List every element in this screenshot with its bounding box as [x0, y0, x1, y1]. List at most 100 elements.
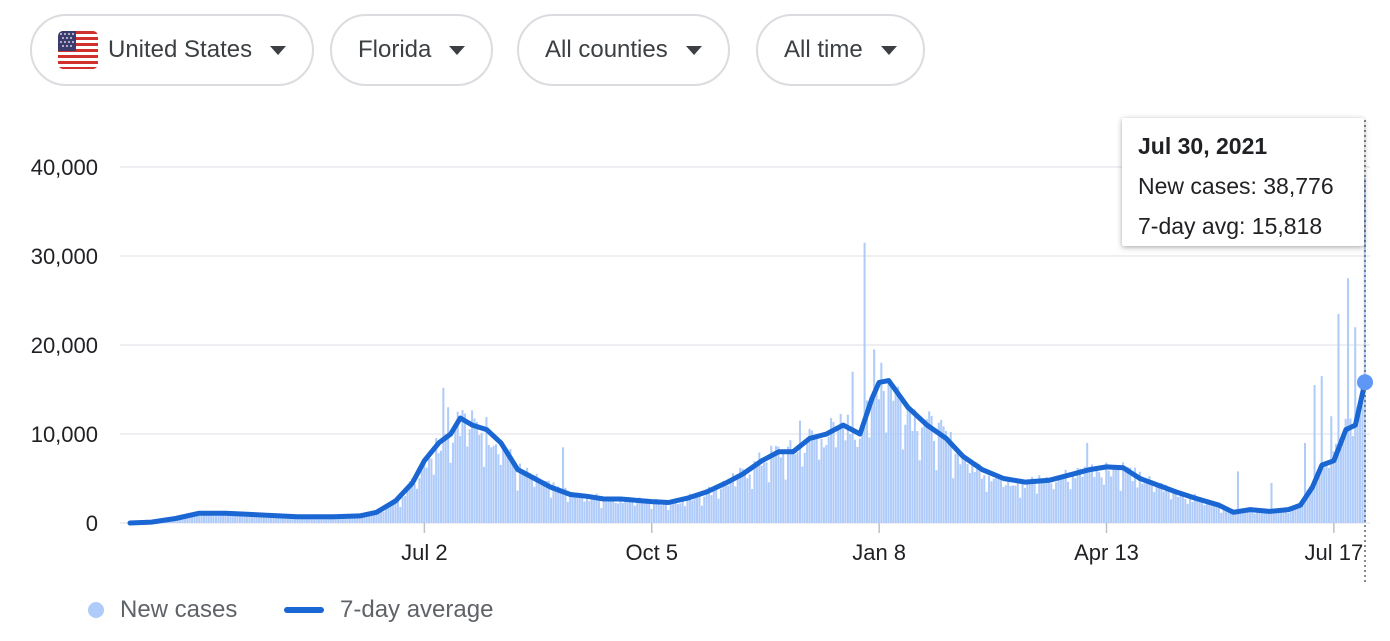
- new-cases-bar: [1289, 511, 1292, 523]
- new-cases-bar: [1014, 485, 1017, 523]
- new-cases-bar: [1325, 465, 1328, 523]
- new-cases-bar: [643, 501, 646, 523]
- new-cases-bar: [576, 492, 579, 523]
- state-label: Florida: [358, 36, 432, 63]
- new-cases-bar: [219, 514, 222, 523]
- new-cases-bar: [370, 512, 373, 523]
- new-cases-bar: [222, 512, 225, 523]
- new-cases-bar: [181, 518, 184, 523]
- new-cases-bar: [837, 429, 840, 523]
- new-cases-bar: [877, 399, 880, 523]
- new-cases-bar: [755, 462, 758, 523]
- new-cases-bar: [408, 481, 411, 523]
- new-cases-bar: [1023, 487, 1026, 523]
- new-cases-bar: [820, 438, 823, 523]
- new-cases-bar: [358, 515, 361, 523]
- new-cases-bar: [595, 493, 598, 523]
- new-cases-bar: [1050, 483, 1053, 523]
- legend-dot-icon: [88, 602, 104, 618]
- new-cases-bar: [255, 515, 258, 523]
- new-cases-bar: [511, 461, 514, 523]
- new-cases-bar: [1026, 483, 1029, 523]
- x-tick-label: Jan 8: [852, 540, 906, 565]
- new-cases-bar: [640, 500, 644, 523]
- new-cases-bar: [365, 517, 368, 523]
- new-cases-bar: [392, 504, 395, 523]
- new-cases-bar: [645, 498, 648, 523]
- new-cases-bar: [384, 505, 387, 523]
- new-cases-bar: [461, 410, 464, 523]
- county-dropdown[interactable]: All counties: [517, 14, 730, 86]
- new-cases-bar: [1136, 487, 1139, 523]
- new-cases-bar: [346, 516, 349, 523]
- time-range-dropdown[interactable]: All time: [756, 14, 925, 86]
- new-cases-bar: [775, 445, 778, 523]
- new-cases-bar: [495, 444, 498, 523]
- new-cases-bar: [380, 511, 383, 523]
- new-cases-bar: [818, 459, 821, 523]
- x-tick-label: Jul 17: [1305, 540, 1364, 565]
- new-cases-bar: [1323, 467, 1326, 523]
- new-cases-bar: [1105, 462, 1108, 523]
- new-cases-bar: [1162, 491, 1165, 523]
- new-cases-bar: [1213, 504, 1216, 523]
- new-cases-bar: [1177, 496, 1180, 523]
- new-cases-bar: [1236, 471, 1239, 523]
- new-cases-bar: [1110, 476, 1113, 523]
- new-cases-bar: [782, 449, 785, 523]
- new-cases-bar: [887, 379, 890, 523]
- new-cases-bar: [444, 433, 447, 523]
- new-cases-bar: [454, 426, 457, 523]
- country-dropdown[interactable]: United States: [30, 14, 315, 86]
- new-cases-bar: [528, 473, 531, 523]
- new-cases-bar: [801, 466, 804, 523]
- new-cases-bar: [882, 390, 885, 523]
- new-cases-bar: [1210, 502, 1213, 523]
- new-cases-bar: [1146, 482, 1149, 523]
- new-cases-bar: [614, 502, 617, 523]
- new-cases-bar: [827, 436, 830, 523]
- new-cases-bar: [1327, 467, 1330, 523]
- new-cases-bar: [1114, 468, 1117, 523]
- avg-line-layer: [127, 378, 1368, 526]
- state-dropdown[interactable]: Florida: [330, 14, 494, 86]
- legend-avg[interactable]: 7-day average: [284, 596, 493, 624]
- new-cases-bar: [760, 465, 763, 523]
- new-cases-bar: [284, 515, 287, 523]
- new-cases-bar: [1308, 486, 1311, 523]
- new-cases-bar: [564, 487, 567, 523]
- new-cases-bar: [648, 503, 651, 523]
- legend-line-icon: [284, 607, 324, 613]
- new-cases-bar: [906, 407, 909, 523]
- new-cases-bar: [1150, 480, 1153, 523]
- new-cases-bar: [892, 400, 895, 523]
- new-cases-bar: [1098, 472, 1101, 523]
- new-cases-bar: [1359, 401, 1362, 523]
- new-cases-bar: [413, 484, 416, 523]
- new-cases-bar: [1186, 503, 1189, 523]
- new-cases-bar: [466, 446, 469, 523]
- new-cases-bar: [734, 486, 737, 523]
- new-cases-bar: [545, 481, 548, 523]
- new-cases-bar: [1258, 511, 1261, 523]
- new-cases-bar: [1241, 508, 1244, 523]
- new-cases-bar: [758, 452, 761, 523]
- new-cases-bar: [552, 482, 555, 523]
- new-cases-bar: [468, 429, 471, 523]
- new-cases-bar: [629, 498, 632, 523]
- new-cases-bar: [430, 458, 433, 523]
- new-cases-bar: [310, 515, 313, 523]
- new-cases-bar: [1277, 508, 1280, 523]
- new-cases-bar: [303, 516, 306, 523]
- new-cases-bar: [636, 501, 639, 523]
- new-cases-bar: [1141, 483, 1144, 523]
- new-cases-bar: [193, 515, 196, 523]
- new-cases-bar: [1339, 447, 1342, 523]
- new-cases-bar: [992, 478, 995, 523]
- new-cases-bar: [317, 516, 320, 523]
- new-cases-bar: [1205, 503, 1208, 523]
- new-cases-bar: [796, 452, 799, 523]
- new-cases-bar: [439, 450, 442, 523]
- legend-new-cases[interactable]: New cases: [88, 596, 237, 624]
